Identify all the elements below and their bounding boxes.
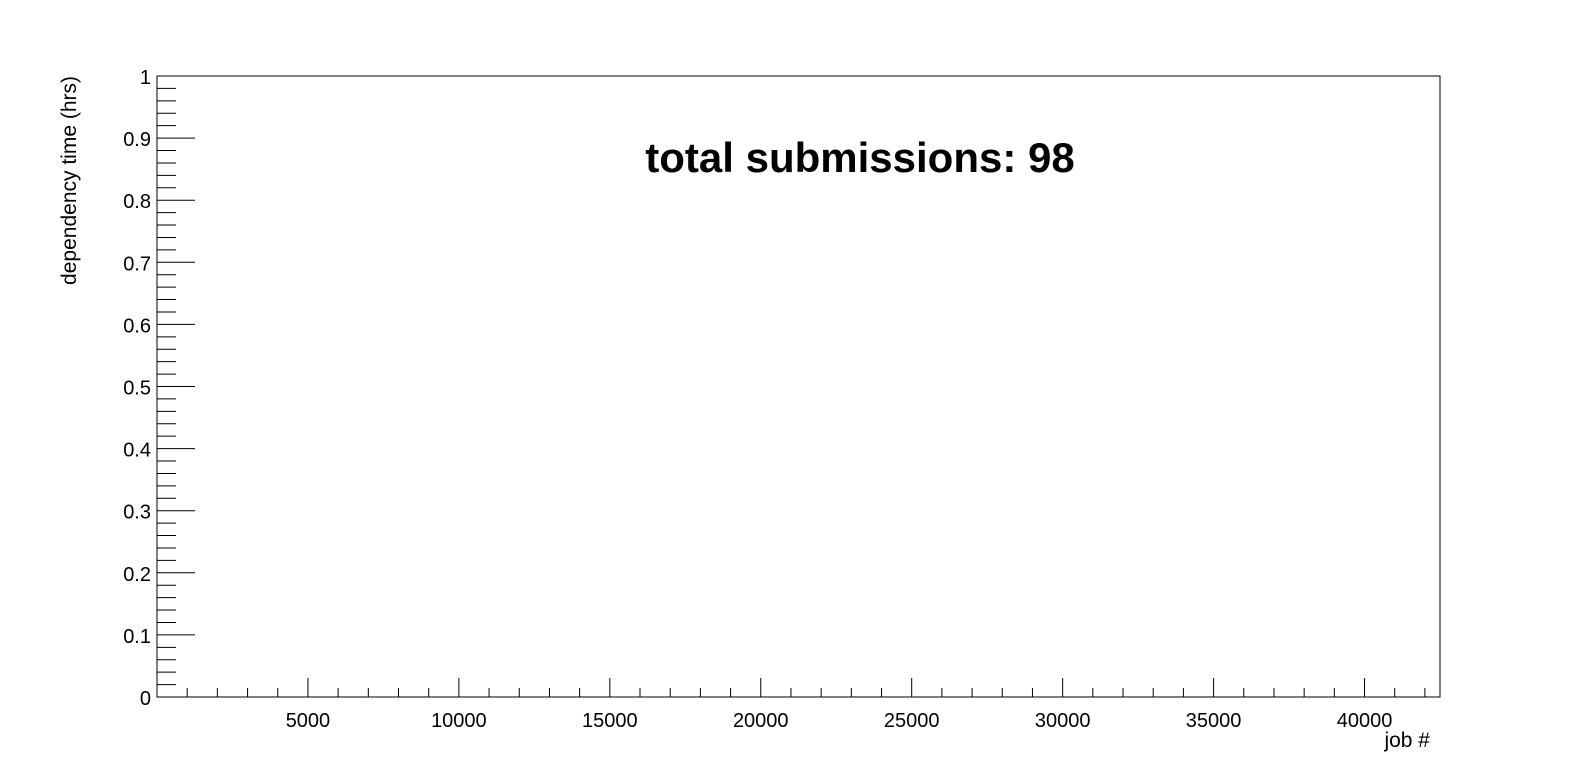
y-tick-label: 1 (140, 67, 151, 89)
y-tick-label: 0.9 (123, 129, 151, 151)
x-tick-label: 40000 (1337, 710, 1393, 732)
y-axis-tick-labels: 0 0.1 0.2 0.3 0.4 0.5 0.6 0.7 0.8 0.9 1 (123, 67, 151, 710)
x-tick-label: 30000 (1035, 710, 1091, 732)
x-tick-label: 20000 (733, 710, 789, 732)
y-tick-label: 0.7 (123, 253, 151, 275)
x-tick-label: 10000 (431, 710, 487, 732)
y-tick-label: 0.6 (123, 315, 151, 337)
y-tick-label: 0.4 (123, 440, 151, 462)
x-tick-label: 5000 (286, 710, 331, 732)
x-axis-tick-labels: 5000 10000 15000 20000 25000 30000 35000 40000 (286, 710, 1393, 732)
y-tick-label: 0 (140, 688, 151, 710)
x-axis-title: job # (1383, 729, 1430, 752)
y-axis-title: dependency time (hrs) (58, 76, 81, 285)
x-tick-label: 35000 (1186, 710, 1242, 732)
x-tick-label: 25000 (884, 710, 940, 732)
y-tick-label: 0.2 (123, 564, 151, 586)
x-tick-label: 15000 (582, 710, 638, 732)
y-tick-label: 0.5 (123, 378, 151, 400)
x-axis-ticks (186, 678, 1426, 697)
y-tick-label: 0.8 (123, 191, 151, 213)
total-submissions-annotation: total submissions: 98 (645, 134, 1074, 181)
y-tick-label: 0.1 (123, 626, 151, 648)
y-axis-ticks (157, 75, 195, 698)
y-tick-label: 0.3 (123, 502, 151, 524)
